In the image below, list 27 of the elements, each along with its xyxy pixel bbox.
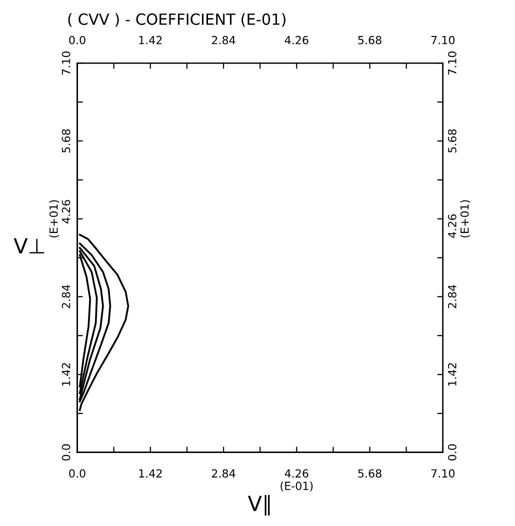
- y2-tick-label: 4.26 (E+01): [448, 200, 470, 238]
- y-tick-label: 5.68: [62, 129, 70, 152]
- x2-tick-label: 2.84: [212, 36, 236, 44]
- x-tick-label: 5.68: [358, 469, 382, 478]
- x-tick-label: 4.26 (E-01): [280, 469, 313, 492]
- y2-tick-label: 7.10: [448, 51, 456, 75]
- y2-tick-label: 1.42: [448, 363, 456, 386]
- x-tick-label: 7.10: [431, 469, 455, 478]
- y2-tick-label: 0.0: [448, 444, 456, 460]
- x2-tick-label: 0.0: [69, 36, 86, 44]
- x-axis-title: V∥: [248, 495, 270, 516]
- y-axis-title: V⊥: [14, 238, 44, 254]
- y-tick-label: 7.10: [62, 51, 70, 75]
- chart-title: ( CVV ) - COEFFICIENT (E-01): [68, 13, 286, 27]
- x2-tick-label: 7.10: [431, 36, 455, 44]
- y-tick-label: 0.0: [62, 444, 70, 460]
- y-tick-label: 1.42: [62, 363, 70, 386]
- y-tick-label: (E+01) 4.26: [49, 200, 70, 238]
- x-tick-label: 2.84: [212, 469, 236, 478]
- y2-tick-label: 2.84: [448, 284, 456, 308]
- y-tick-label: 2.84: [62, 284, 70, 308]
- y2-tick-label: 5.68: [448, 129, 456, 152]
- x2-tick-label: 5.68: [358, 36, 382, 44]
- x-tick-label: 0.0: [69, 469, 86, 478]
- x2-tick-label: 1.42: [139, 36, 162, 44]
- x-tick-label: 1.42: [139, 469, 162, 478]
- x2-tick-label: 4.26: [284, 36, 308, 44]
